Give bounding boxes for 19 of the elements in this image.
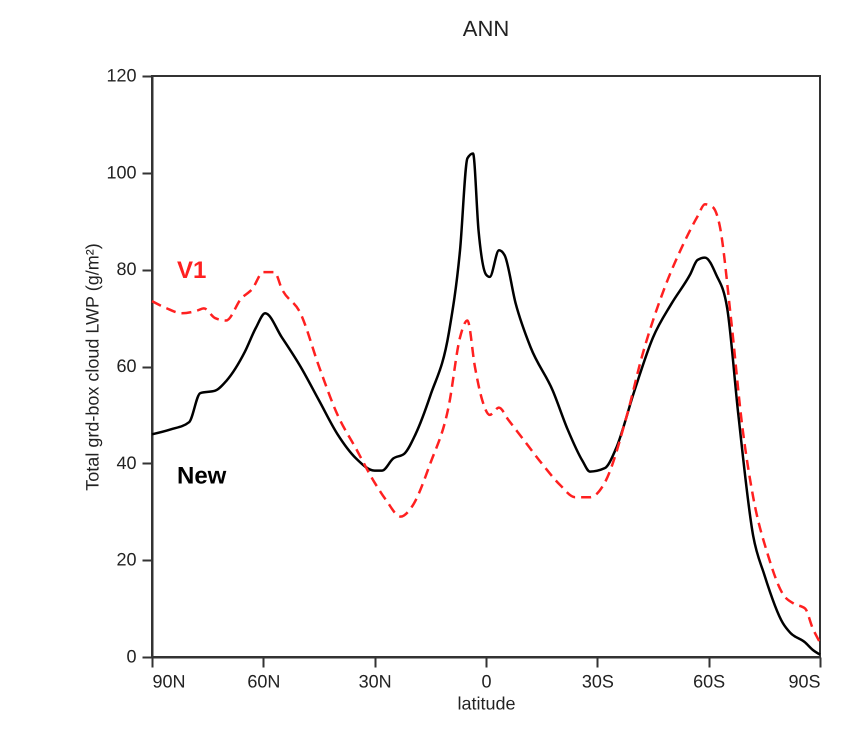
- x-tick-label: 30N: [358, 672, 392, 692]
- chart-title: ANN: [462, 16, 510, 41]
- y-tick-label: 80: [116, 259, 136, 280]
- y-tick-label: 0: [126, 646, 136, 666]
- x-tick-label: 30S: [582, 672, 614, 692]
- x-tick-label: 0: [481, 672, 492, 692]
- y-tick-label: 120: [106, 66, 136, 86]
- x-tick-label: 60S: [693, 672, 726, 692]
- series-label: New: [177, 462, 227, 490]
- y-tick-label: 40: [116, 452, 136, 473]
- y-axis-title: Total grd-box cloud LWP (g/m²): [82, 243, 102, 491]
- x-axis-title: latitude: [457, 694, 516, 714]
- x-tick-label: 90N: [152, 672, 186, 692]
- y-tick-label: 100: [106, 162, 136, 182]
- x-tick-label: 60N: [247, 672, 280, 692]
- series-label: V1: [177, 257, 206, 284]
- y-tick-label: 60: [116, 356, 136, 376]
- y-tick-label: 20: [116, 550, 136, 570]
- x-tick-label: 90S: [788, 672, 820, 692]
